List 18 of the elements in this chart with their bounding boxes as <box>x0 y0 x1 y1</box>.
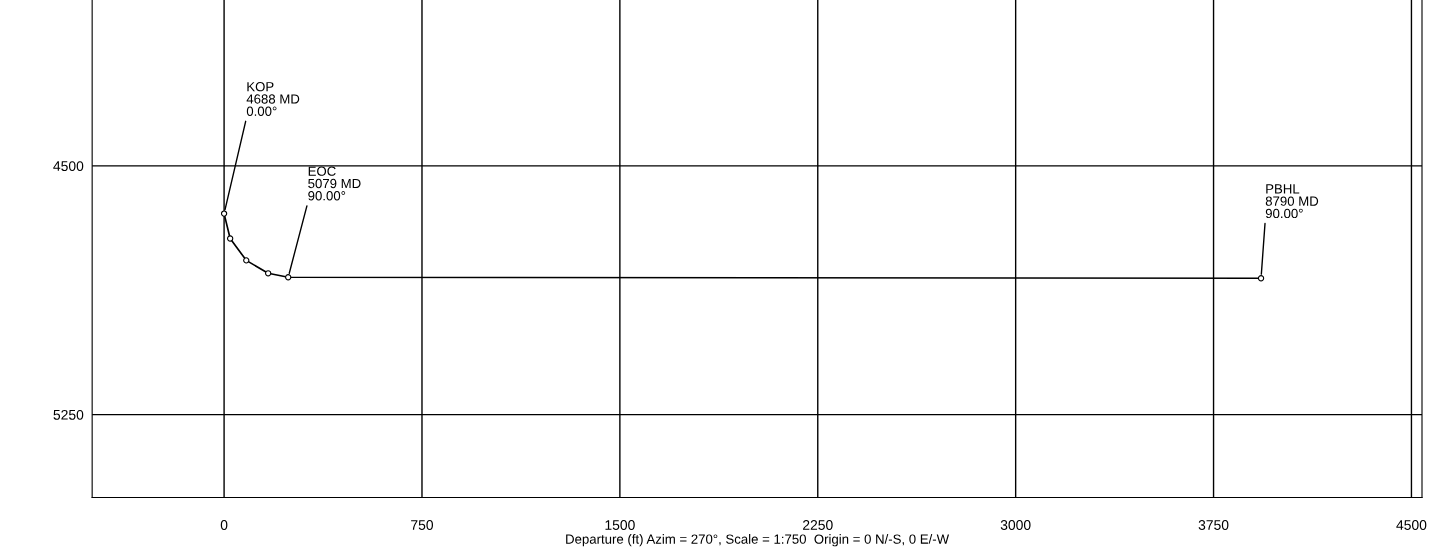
y-tick-label: 5250 <box>53 409 84 420</box>
annotation: KOP 4688 MD 0.00° <box>246 82 300 116</box>
x-axis-title: Departure (ft) Azim = 270°, Scale = 1:750 Origin = 0 N/-S, 0 E/-W <box>566 534 950 547</box>
point <box>220 210 228 217</box>
point <box>1257 275 1265 282</box>
x-tick-label: 1500 <box>605 520 635 530</box>
x-tick-label: 0 <box>220 520 228 530</box>
annotation: PBHL 8790 MD 90.00° <box>1265 184 1319 219</box>
x-tick-label: 4500 <box>1396 520 1427 530</box>
x-tick-label: 750 <box>411 520 434 530</box>
x-tick-label: 3000 <box>1000 520 1031 530</box>
point <box>285 274 292 281</box>
point <box>227 235 234 242</box>
point <box>264 270 272 277</box>
x-tick-label: 2250 <box>803 520 833 530</box>
x-tick-label: 3750 <box>1198 520 1229 530</box>
point <box>243 257 250 264</box>
annotation: EOC 5079 MD 90.00° <box>308 166 361 201</box>
